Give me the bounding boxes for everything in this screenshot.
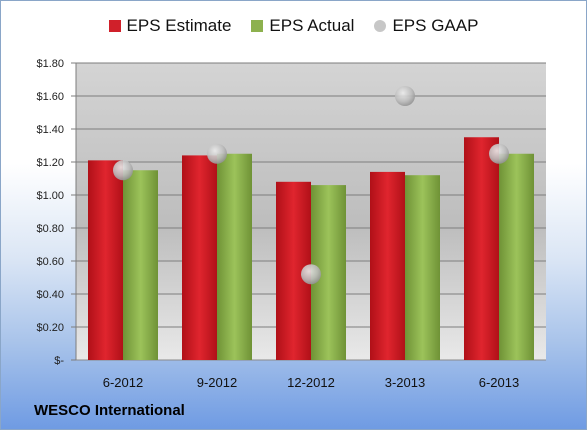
y-tick-label: $1.80	[36, 58, 64, 70]
x-tick-label: 3-2013	[385, 375, 425, 390]
bar-eps-actual	[405, 175, 440, 360]
chart-legend: EPS Estimate EPS Actual EPS GAAP	[1, 16, 586, 36]
marker-eps-gaap	[395, 86, 415, 106]
bar-eps-actual	[123, 170, 158, 360]
marker-eps-gaap	[207, 143, 227, 164]
bar-eps-estimate	[370, 171, 405, 360]
y-tick-label: $1.20	[36, 157, 64, 169]
y-tick-label: $0.20	[36, 322, 64, 334]
bar-eps-estimate	[464, 137, 499, 360]
legend-item-actual: EPS Actual	[251, 16, 354, 36]
bar-eps-estimate	[182, 155, 217, 360]
legend-label-gaap: EPS GAAP	[392, 16, 479, 35]
legend-label-estimate: EPS Estimate	[126, 16, 232, 35]
legend-item-estimate: EPS Estimate	[108, 16, 232, 36]
legend-swatch-actual	[251, 20, 264, 32]
legend-item-gaap: EPS GAAP	[374, 16, 478, 36]
legend-swatch-estimate	[108, 20, 121, 32]
y-tick-label: $1.40	[36, 124, 64, 136]
bar-eps-estimate	[88, 160, 123, 360]
marker-eps-gaap	[113, 160, 133, 181]
y-tick-label: $0.80	[36, 223, 64, 235]
bar-eps-actual	[499, 153, 534, 360]
bar-eps-actual	[217, 153, 252, 360]
company-name: WESCO International	[34, 402, 185, 419]
x-tick-label: 9-2012	[197, 375, 237, 390]
y-tick-label: $-	[54, 355, 64, 367]
marker-eps-gaap	[489, 143, 509, 164]
legend-swatch-gaap	[374, 20, 387, 32]
marker-eps-gaap	[301, 264, 321, 285]
y-tick-label: $0.60	[36, 256, 64, 268]
legend-label-actual: EPS Actual	[269, 16, 355, 35]
y-tick-label: $1.00	[36, 190, 64, 202]
x-tick-label: 12-2012	[287, 375, 335, 390]
y-tick-label: $1.60	[36, 91, 64, 103]
x-tick-label: 6-2013	[479, 375, 519, 390]
x-tick-label: 6-2012	[103, 375, 143, 390]
y-tick-label: $0.40	[36, 289, 64, 301]
